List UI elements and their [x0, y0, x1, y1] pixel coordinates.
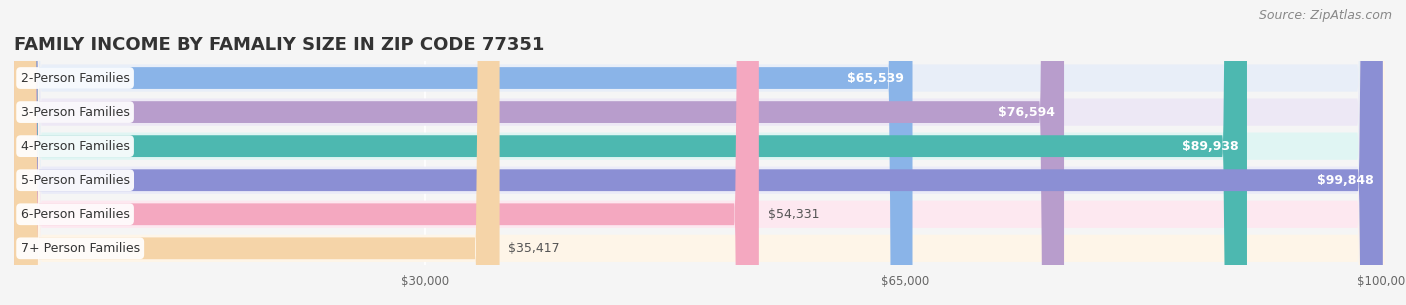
- Text: $76,594: $76,594: [998, 106, 1056, 119]
- Text: 7+ Person Families: 7+ Person Families: [21, 242, 139, 255]
- FancyBboxPatch shape: [14, 0, 1385, 305]
- FancyBboxPatch shape: [14, 0, 1384, 305]
- Text: $54,331: $54,331: [768, 208, 820, 221]
- FancyBboxPatch shape: [14, 0, 759, 305]
- FancyBboxPatch shape: [14, 0, 1385, 305]
- Text: Source: ZipAtlas.com: Source: ZipAtlas.com: [1258, 9, 1392, 22]
- FancyBboxPatch shape: [14, 0, 1385, 305]
- FancyBboxPatch shape: [14, 0, 1385, 305]
- FancyBboxPatch shape: [14, 0, 1247, 305]
- Text: 3-Person Families: 3-Person Families: [21, 106, 129, 119]
- Text: $99,848: $99,848: [1317, 174, 1374, 187]
- FancyBboxPatch shape: [14, 0, 912, 305]
- FancyBboxPatch shape: [14, 0, 1385, 305]
- Text: $89,938: $89,938: [1181, 140, 1239, 152]
- FancyBboxPatch shape: [14, 0, 1385, 305]
- Text: 4-Person Families: 4-Person Families: [21, 140, 129, 152]
- Text: $35,417: $35,417: [509, 242, 560, 255]
- Text: FAMILY INCOME BY FAMALIY SIZE IN ZIP CODE 77351: FAMILY INCOME BY FAMALIY SIZE IN ZIP COD…: [14, 36, 544, 54]
- Text: 2-Person Families: 2-Person Families: [21, 72, 129, 84]
- Text: 5-Person Families: 5-Person Families: [21, 174, 129, 187]
- Text: $65,539: $65,539: [846, 72, 904, 84]
- Text: 6-Person Families: 6-Person Families: [21, 208, 129, 221]
- FancyBboxPatch shape: [14, 0, 499, 305]
- FancyBboxPatch shape: [14, 0, 1064, 305]
